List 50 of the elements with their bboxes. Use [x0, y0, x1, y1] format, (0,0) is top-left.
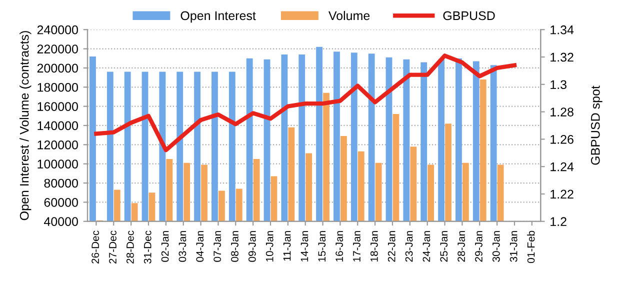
y-tick-label: 120000: [38, 140, 78, 150]
x-tick-label: 03-Jan: [178, 231, 186, 262]
x-tick-label: 11-Jan: [283, 231, 291, 261]
y2-tick-label: 1.3: [550, 80, 566, 90]
x-tick-label: 09-Jan: [248, 231, 256, 262]
x-tick-label: 17-Jan: [353, 231, 360, 262]
x-tick-label: 30-Jan: [492, 231, 500, 262]
x-tick-label: 27-Dec: [109, 230, 116, 264]
y-tick-label: 80000: [44, 178, 78, 188]
x-tick-label: 14-Jan: [300, 231, 308, 262]
x-tick-label: 18-Jan: [370, 231, 378, 262]
legend-label: Open Interest: [180, 11, 256, 23]
y-tick-label: 200000: [37, 64, 78, 73]
x-tick-label: 23-Jan: [405, 231, 413, 262]
y-tick-label: 240000: [37, 25, 78, 34]
y2-tick-label: 1.2: [550, 217, 566, 226]
legend-label: GBPUSD: [443, 11, 495, 20]
y-tick-label: 60000: [44, 198, 78, 207]
y2-axis-title: GBPUSD spot: [590, 86, 602, 165]
x-tick-label: 31-Dec: [144, 230, 152, 264]
x-tick-label: 29-Jan: [475, 231, 482, 262]
x-tick-label: 07-Jan: [214, 231, 222, 262]
x-tick-label: 22-Jan: [388, 231, 396, 262]
y-axis-title: Open Interest / Volume (contracts): [20, 31, 32, 220]
x-tick-label: 08-Jan: [231, 231, 238, 262]
y2-tick-label: 1.24: [550, 162, 574, 172]
x-tick-label: 31-Jan: [510, 231, 518, 262]
x-tick-label: 26-Dec: [92, 230, 100, 264]
y-tick-label: 180000: [38, 82, 78, 92]
y2-tick-label: 1.22: [550, 190, 574, 199]
y-tick-label: 100000: [38, 160, 78, 168]
y-tick-label: 160000: [38, 102, 78, 111]
y-tick-label: 140000: [38, 121, 78, 130]
y-tick-label: 220000: [37, 44, 78, 54]
x-tick-label: 02-Jan: [161, 231, 169, 262]
x-tick-label: 10-Jan: [266, 231, 274, 262]
x-tick-label: 15-Jan: [318, 231, 326, 262]
x-tick-label: 04-Jan: [196, 231, 204, 262]
x-tick-label: 24-Jan: [422, 231, 430, 262]
y-tick-label: 40000: [44, 217, 78, 226]
x-tick-label: 28-Dec: [126, 230, 134, 264]
y2-tick-label: 1.28: [550, 108, 574, 116]
y2-tick-label: 1.34: [550, 25, 574, 34]
x-tick-label: 25-Jan: [440, 231, 448, 262]
x-tick-label: 28-Jan: [458, 231, 465, 262]
x-tick-label: 01-Feb: [527, 230, 535, 263]
x-tick-label: 16-Jan: [336, 231, 343, 262]
y2-tick-label: 1.26: [550, 134, 574, 144]
y2-tick-label: 1.32: [550, 52, 574, 62]
legend-label: Volume: [328, 10, 370, 20]
